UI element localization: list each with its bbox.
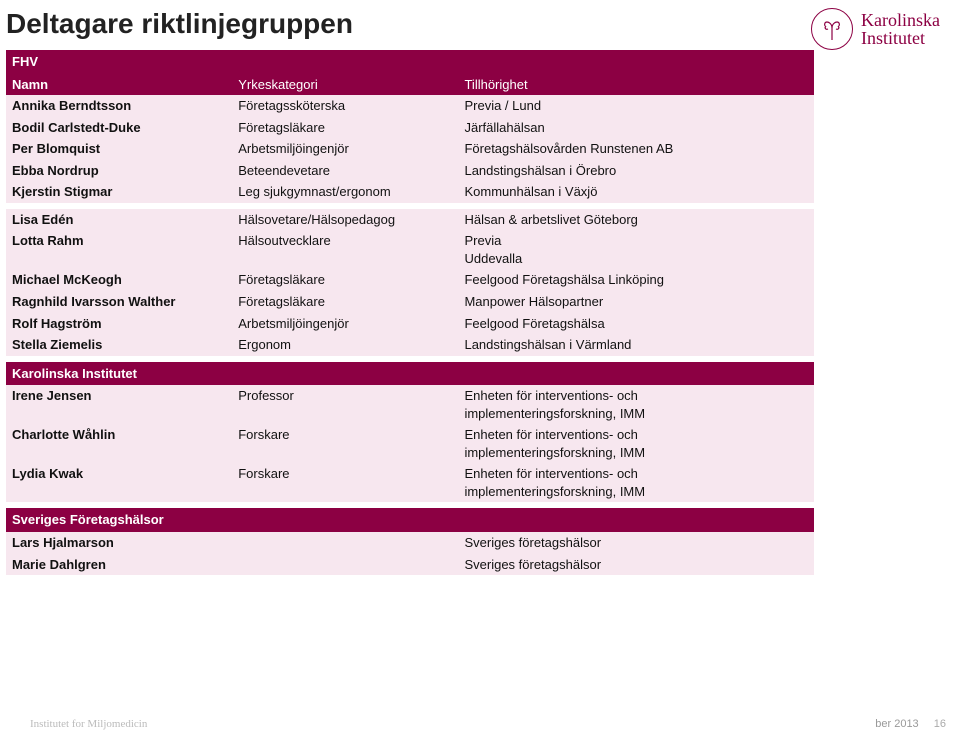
table-cell: PreviaUddevalla [458,230,765,269]
ki-seal-icon [811,8,853,50]
table-row: Lotta RahmHälsoutvecklarePreviaUddevalla [6,230,814,269]
table-cell: Bodil Carlstedt-Duke [6,117,232,139]
table-cell: Hälsan & arbetslivet Göteborg [458,209,765,231]
table-cell: Feelgood Företagshälsa Linköping [458,269,765,291]
table-column-header: NamnYrkeskategoriTillhörighet [6,74,814,96]
logo-line2: Institutet [861,29,940,47]
table-cell: Annika Berndtsson [6,95,232,117]
table-row: Charlotte WåhlinForskareEnheten för inte… [6,424,814,463]
table-cell: Feelgood Företagshälsa [458,313,765,335]
table-row: Ebba NordrupBeteendevetareLandstingshäls… [6,160,814,182]
table-cell: Landstingshälsan i Värmland [458,334,765,356]
table-cell: Sveriges företagshälsor [458,554,765,576]
ki-logo: Karolinska Institutet [811,8,940,50]
table-cell: Lisa Edén [6,209,232,231]
table-cell: Arbetsmiljöingenjör [232,313,458,335]
table-cell: Forskare [232,463,458,502]
table-cell: Företagshälsovården Runstenen AB [458,138,765,160]
table-cell: Företagssköterska [232,95,458,117]
table-cell: Järfällahälsan [458,117,765,139]
table-row: Michael McKeoghFöretagsläkareFeelgood Fö… [6,269,814,291]
table-row: Rolf HagströmArbetsmiljöingenjörFeelgood… [6,313,814,335]
table-cell [232,532,458,554]
table-section-header: Karolinska Institutet [6,362,814,386]
table-cell: Företagsläkare [232,269,458,291]
table-cell: Per Blomquist [6,138,232,160]
table-row: Per BlomquistArbetsmiljöingenjörFöretags… [6,138,814,160]
table-cell: Sveriges företagshälsor [458,532,765,554]
ki-logo-text: Karolinska Institutet [861,11,940,47]
table-cell: Lotta Rahm [6,230,232,269]
footer-date: ber 2013 [875,718,918,730]
table-cell: Hälsovetare/Hälsopedagog [232,209,458,231]
table-cell: Enheten för interventions- och implement… [458,385,765,424]
table-cell: Arbetsmiljöingenjör [232,138,458,160]
table-cell: Marie Dahlgren [6,554,232,576]
table-cell: Ergonom [232,334,458,356]
table-cell: Lydia Kwak [6,463,232,502]
table-row: Irene JensenProfessorEnheten för interve… [6,385,814,424]
table-cell: Beteendevetare [232,160,458,182]
table-row: Stella ZiemelisErgonomLandstingshälsan i… [6,334,814,356]
table-section-header: FHV [6,50,814,74]
table-cell: Rolf Hagström [6,313,232,335]
table-row: Annika BerndtssonFöretagssköterskaPrevia… [6,95,814,117]
table-cell: Lars Hjalmarson [6,532,232,554]
table-cell: Previa / Lund [458,95,765,117]
footer-right: ber 2013 16 [875,718,946,730]
table-row: Kjerstin StigmarLeg sjukgymnast/ergonomK… [6,181,814,203]
table-cell: Ragnhild Ivarsson Walther [6,291,232,313]
table-row: Lisa EdénHälsovetare/HälsopedagogHälsan … [6,209,814,231]
footer-left: Institutet for Miljomedicin [30,718,147,730]
table-cell: Professor [232,385,458,424]
table-cell: Enheten för interventions- och implement… [458,424,765,463]
table-cell: Michael McKeogh [6,269,232,291]
table-row: Marie Dahlgren Sveriges företagshälsor [6,554,814,576]
table-cell: Kjerstin Stigmar [6,181,232,203]
table-cell: Företagsläkare [232,291,458,313]
table-cell: Manpower Hälsopartner [458,291,765,313]
table-cell: Charlotte Wåhlin [6,424,232,463]
footer-page-number: 16 [934,718,946,730]
table-cell: Irene Jensen [6,385,232,424]
table-cell: Leg sjukgymnast/ergonom [232,181,458,203]
table-cell: Kommunhälsan i Växjö [458,181,765,203]
table-row: Lydia KwakForskareEnheten för interventi… [6,463,814,502]
table-cell [232,554,458,576]
table-row: Bodil Carlstedt-DukeFöretagsläkareJärfäl… [6,117,814,139]
table-section-header: Sveriges Företagshälsor [6,508,814,532]
table-cell: Ebba Nordrup [6,160,232,182]
table-row: Lars Hjalmarson Sveriges företagshälsor [6,532,814,554]
logo-line1: Karolinska [861,11,940,29]
table-cell: Företagsläkare [232,117,458,139]
table-cell: Hälsoutvecklare [232,230,458,269]
table-cell: Forskare [232,424,458,463]
table-cell: Landstingshälsan i Örebro [458,160,765,182]
table-row: Ragnhild Ivarsson WaltherFöretagsläkareM… [6,291,814,313]
participants-table: FHVNamnYrkeskategoriTillhörighetAnnika B… [6,50,814,575]
table-cell: Enheten för interventions- och implement… [458,463,765,502]
table-cell: Stella Ziemelis [6,334,232,356]
